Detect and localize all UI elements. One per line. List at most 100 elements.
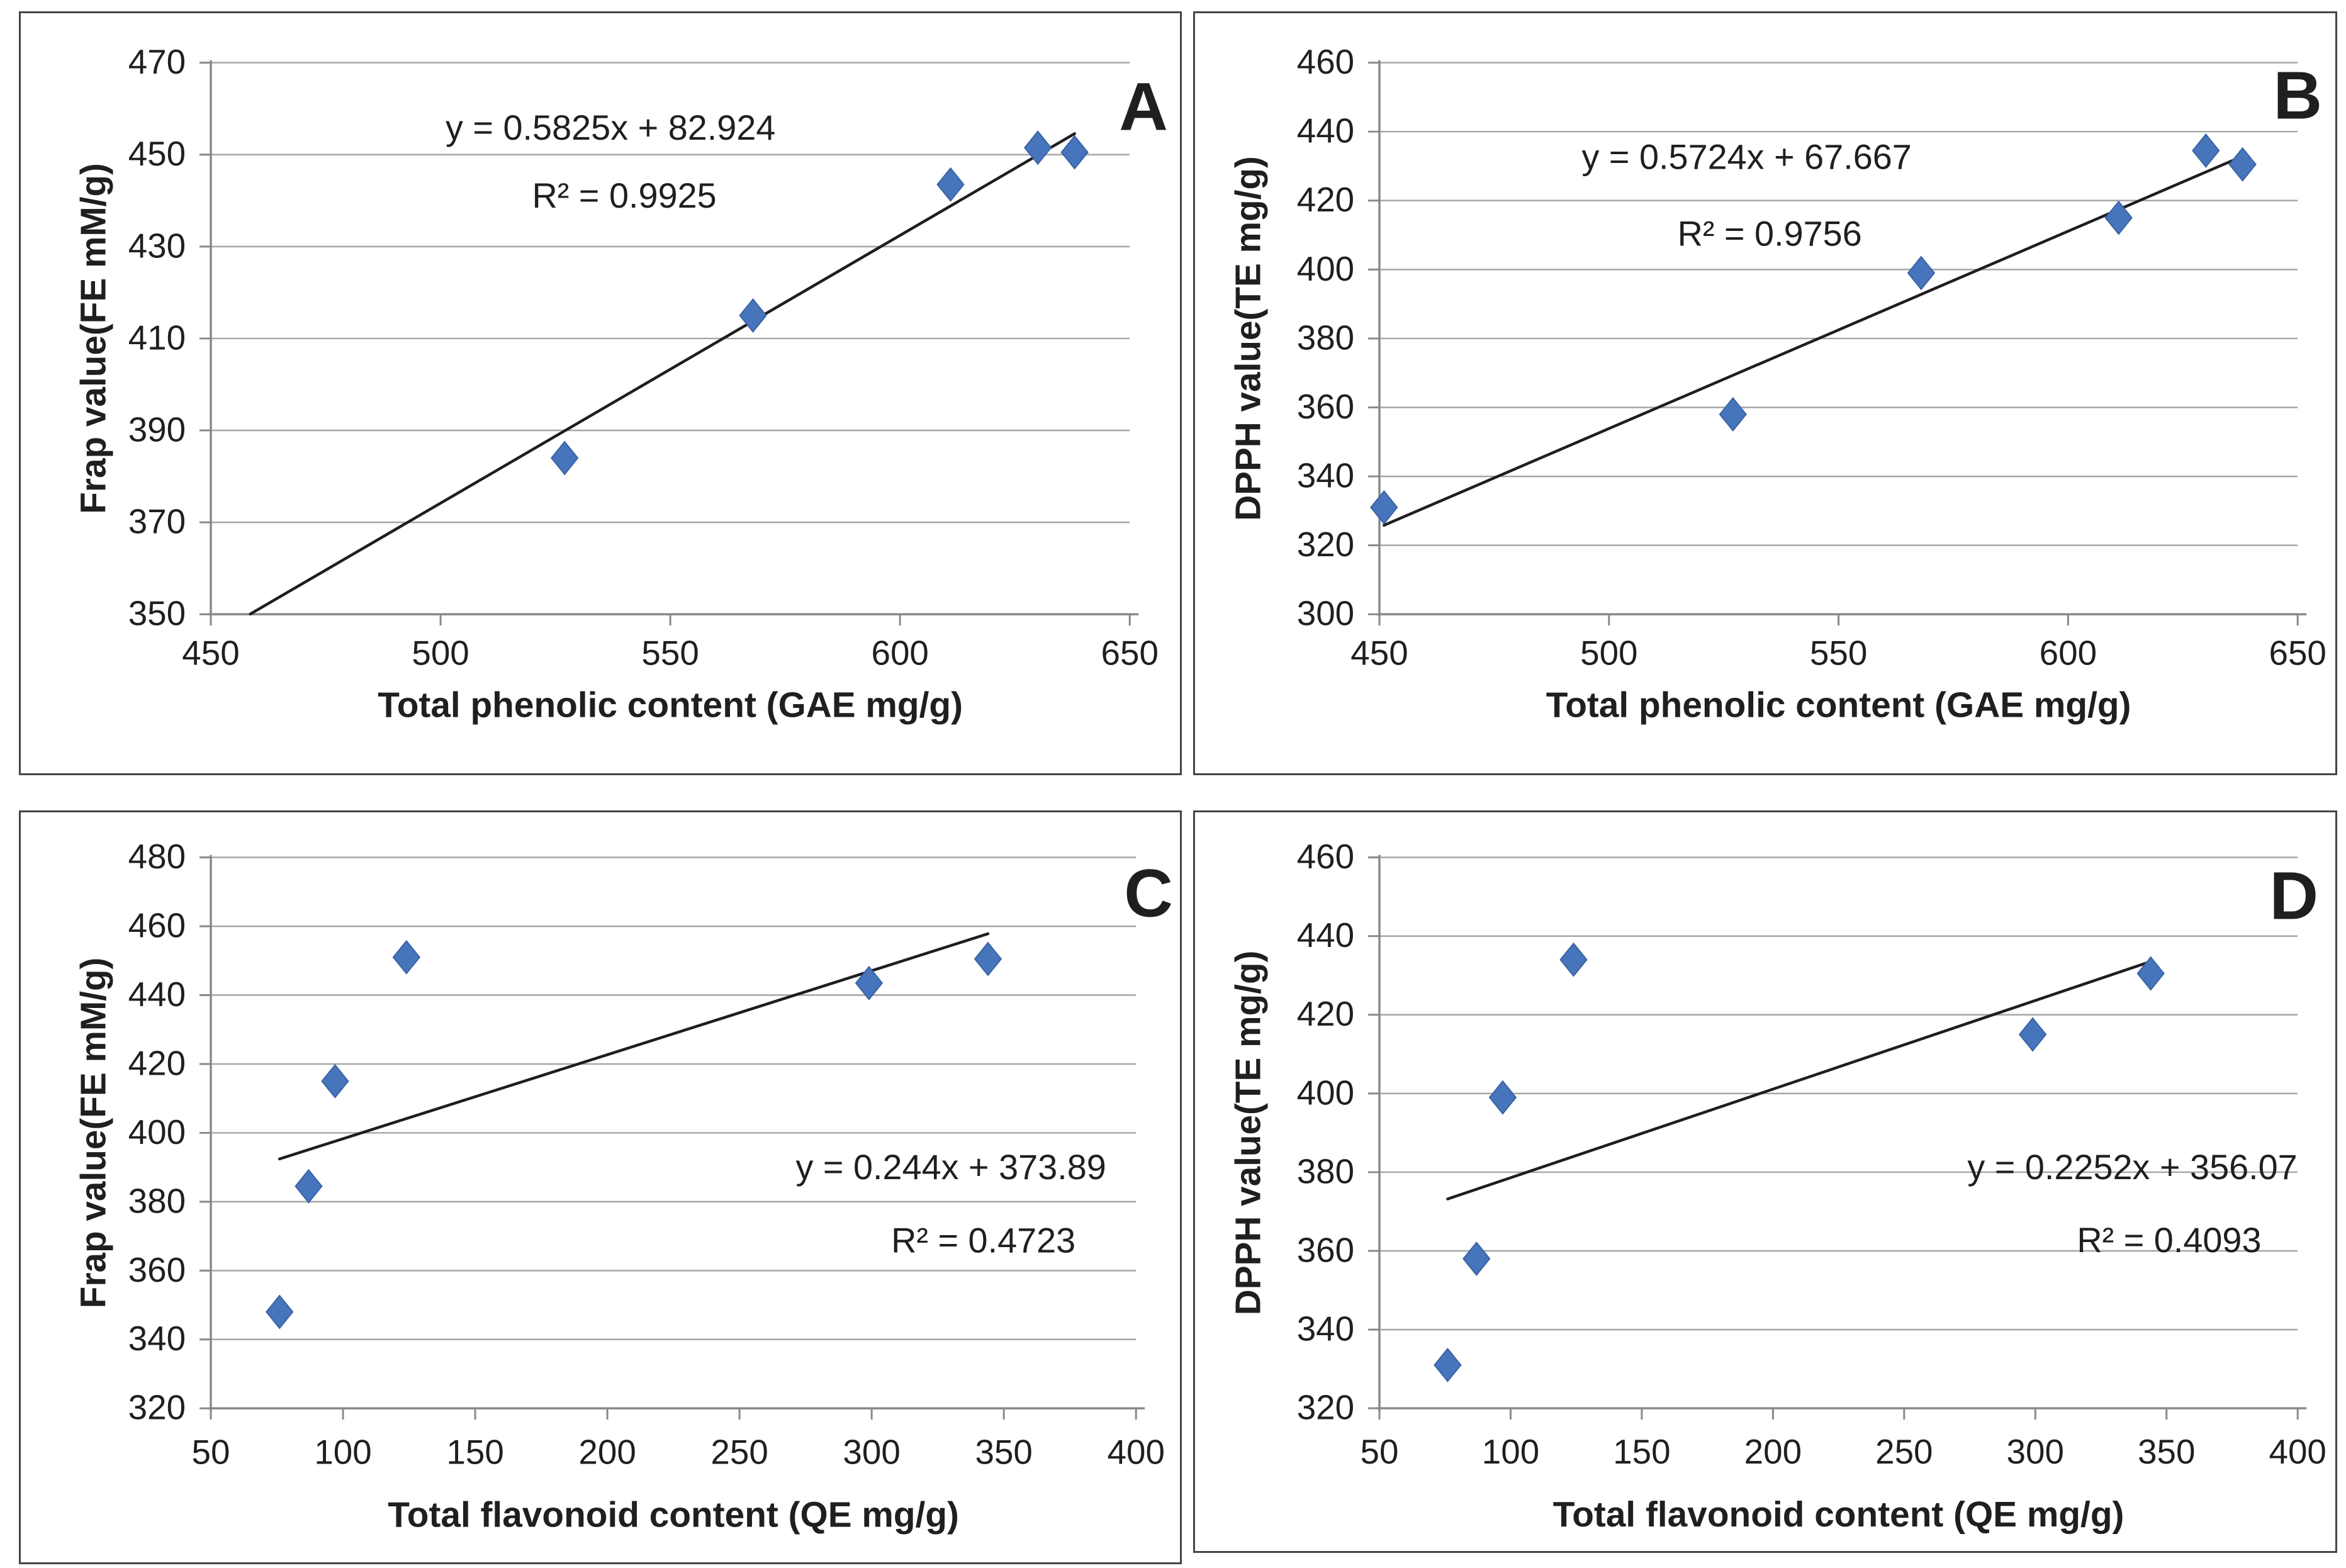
- y-tick-label: 400: [1297, 249, 1354, 288]
- x-tick-label: 600: [871, 633, 928, 672]
- panel-d-dpph-vs-flavonoid: 320 340 360 380 400 420 440 460 50 100 150 200 250 30…: [1193, 810, 2337, 1553]
- y-tick-label: 390: [128, 410, 186, 449]
- x-axis-title: Total flavonoid content (QE mg/g): [388, 1495, 959, 1535]
- data-point-marker: [1434, 1347, 1462, 1382]
- data-point-marker: [936, 167, 965, 202]
- x-tick-label: 500: [1580, 633, 1637, 672]
- y-tick-label: 360: [128, 1250, 186, 1289]
- x-tick-label: 450: [1350, 633, 1408, 672]
- y-tick-label: 450: [128, 134, 186, 173]
- data-point-marker: [974, 941, 1002, 977]
- data-point-marker: [2192, 133, 2220, 168]
- trendline: [1446, 960, 2152, 1201]
- panel-letter-label: C: [1124, 856, 1173, 931]
- y-tick-label: 420: [1297, 994, 1354, 1033]
- x-axis-title: Total phenolic content (GAE mg/g): [1546, 686, 2131, 725]
- panel-letter-label: B: [2273, 58, 2322, 133]
- data-point-marker: [1559, 942, 1588, 977]
- data-point-marker: [321, 1063, 349, 1099]
- data-point-marker: [1024, 130, 1052, 165]
- y-tick-label: 440: [128, 975, 186, 1014]
- y-tick-label: 400: [1297, 1073, 1354, 1112]
- data-point-marker: [392, 939, 421, 975]
- panel-letter-label: A: [1119, 69, 1168, 145]
- trendline-equation-label: y = 0.244x + 373.89: [796, 1148, 1106, 1187]
- data-point-marker: [1907, 255, 1936, 291]
- r-squared-label: R² = 0.4093: [2077, 1221, 2261, 1260]
- y-tick-label: 340: [1297, 1309, 1354, 1348]
- trendline-equation-label: y = 0.2252x + 356.07: [1967, 1148, 2297, 1187]
- x-tick-label: 250: [1875, 1432, 1933, 1471]
- r-squared-label: R² = 0.9756: [1678, 215, 1862, 254]
- y-tick-label: 320: [128, 1388, 186, 1427]
- y-tick-label: 350: [128, 594, 186, 633]
- x-tick-label: 200: [578, 1432, 636, 1471]
- data-point-marker: [550, 440, 579, 476]
- y-axis-title: DPPH value(TE mg/g): [1229, 156, 1269, 521]
- y-tick-label: 470: [128, 42, 186, 81]
- y-tick-label: 480: [128, 837, 186, 876]
- data-point-marker: [2104, 200, 2133, 235]
- y-tick-label: 380: [1297, 1151, 1354, 1190]
- x-tick-label: 650: [1101, 633, 1159, 672]
- x-tick-label: 500: [412, 633, 469, 672]
- trendline: [249, 132, 1076, 616]
- y-tick-label: 440: [1297, 916, 1354, 955]
- x-tick-label: 200: [1744, 1432, 1802, 1471]
- x-tick-label: 300: [2007, 1432, 2064, 1471]
- y-tick-label: 420: [1297, 180, 1354, 219]
- chart-c: 320 340 360 380 400 420 440 460 480 50 100 150 200 25…: [74, 837, 1173, 1535]
- x-tick-label: 150: [1613, 1432, 1670, 1471]
- x-tick-label: 350: [2138, 1432, 2195, 1471]
- x-tick-label: 350: [975, 1432, 1032, 1471]
- data-point-marker: [1462, 1241, 1491, 1276]
- y-tick-label: 360: [1297, 1230, 1354, 1269]
- x-axis-title: Total phenolic content (GAE mg/g): [378, 686, 963, 725]
- data-point-marker: [1060, 135, 1089, 170]
- y-tick-label: 460: [1297, 42, 1354, 81]
- y-tick-label: 460: [1297, 837, 1354, 876]
- chart-b: 300 320 340 360 380 400 420 440 460 450 500 550 600 6…: [1229, 42, 2326, 725]
- x-tick-label: 650: [2269, 633, 2326, 672]
- x-tick-label: 50: [192, 1432, 230, 1471]
- x-tick-label: 100: [1482, 1432, 1539, 1471]
- x-tick-label: 450: [182, 633, 239, 672]
- y-tick-label: 320: [1297, 1388, 1354, 1427]
- chart-d: 320 340 360 380 400 420 440 460 50 100 150 200 250 30…: [1229, 837, 2326, 1535]
- x-tick-label: 100: [314, 1432, 371, 1471]
- data-point-marker: [266, 1294, 294, 1330]
- x-tick-label: 550: [641, 633, 699, 672]
- r-squared-label: R² = 0.4723: [891, 1221, 1075, 1260]
- y-tick-label: 340: [1297, 456, 1354, 495]
- y-tick-label: 430: [128, 226, 186, 265]
- panel-a-frap-vs-phenolic: 350 370 390 410 430 450 470 450 500 550 600 650 y = …: [19, 11, 1182, 775]
- trendline: [278, 932, 990, 1161]
- r-squared-label: R² = 0.9925: [532, 176, 717, 215]
- y-tick-label: 300: [1297, 594, 1354, 633]
- x-tick-label: 600: [2040, 633, 2097, 672]
- data-point-marker: [2136, 956, 2165, 991]
- x-tick-label: 300: [843, 1432, 900, 1471]
- trendline-equation-label: y = 0.5724x + 67.667: [1582, 138, 1912, 177]
- data-point-marker: [739, 298, 767, 333]
- x-tick-label: 400: [1107, 1432, 1164, 1471]
- panel-c-frap-vs-flavonoid: 320 340 360 380 400 420 440 460 480 50 100 150 200 25…: [19, 810, 1182, 1564]
- y-tick-label: 380: [128, 1181, 186, 1220]
- x-tick-label: 50: [1361, 1432, 1399, 1471]
- data-point-marker: [295, 1168, 323, 1204]
- data-point-marker: [1719, 397, 1748, 432]
- x-tick-label: 400: [2269, 1432, 2326, 1471]
- y-tick-label: 420: [128, 1043, 186, 1082]
- panel-b-dpph-vs-phenolic: 300 320 340 360 380 400 420 440 460 450 500 550 600 6…: [1193, 11, 2337, 775]
- x-axis-title: Total flavonoid content (QE mg/g): [1553, 1495, 2124, 1535]
- y-tick-label: 360: [1297, 387, 1354, 426]
- y-tick-label: 460: [128, 906, 186, 945]
- data-point-marker: [2018, 1017, 2047, 1052]
- y-tick-label: 320: [1297, 525, 1354, 564]
- x-tick-label: 550: [1810, 633, 1867, 672]
- x-tick-label: 150: [446, 1432, 503, 1471]
- y-tick-label: 410: [128, 318, 186, 357]
- y-tick-label: 440: [1297, 111, 1354, 150]
- panel-letter-label: D: [2269, 858, 2318, 934]
